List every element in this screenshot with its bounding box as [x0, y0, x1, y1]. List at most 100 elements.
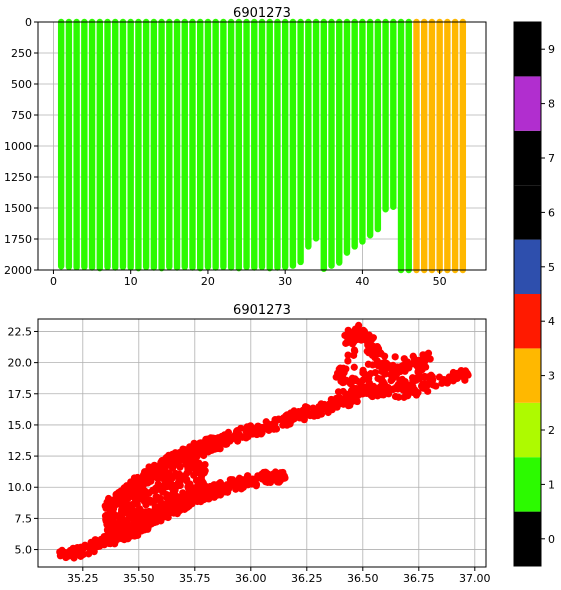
- y-tick-label: 500: [11, 78, 32, 91]
- scatter-point: [124, 529, 132, 537]
- scatter-point: [370, 387, 378, 395]
- scatter-point: [143, 511, 151, 519]
- scatter-point: [269, 473, 277, 481]
- pressure-profile-bars: [57, 18, 467, 274]
- pressure-chart-axes: 0 10 20 30 40 5002505007501000125015001750200…: [4, 16, 447, 288]
- scatter-point: [180, 451, 188, 459]
- scatter-point: [252, 482, 260, 490]
- scatter-point: [336, 368, 344, 377]
- x-tick-label: 50: [433, 275, 447, 288]
- scatter-chart-axes: 35.25 35.50 35.75 36.00 36.25 36.50 36.75 37.00…: [8, 325, 491, 585]
- scatter-point: [353, 397, 361, 406]
- scatter-point: [152, 486, 160, 494]
- scatter-point: [343, 339, 351, 347]
- scatter-point: [292, 412, 300, 420]
- scatter-point: [160, 474, 168, 482]
- scatter-point: [378, 367, 386, 375]
- scatter-point: [152, 493, 160, 501]
- scatter-point: [198, 477, 206, 485]
- scatter-point: [443, 379, 451, 387]
- scatter-point: [424, 349, 433, 357]
- scatter-point: [144, 525, 152, 533]
- scatter-point: [280, 472, 288, 480]
- scatter-point: [200, 451, 208, 460]
- colorbar-tick-label: 4: [548, 315, 555, 328]
- scatter-point: [388, 375, 397, 383]
- scatter-point: [414, 389, 422, 397]
- scatter-point: [369, 334, 377, 342]
- scatter-point: [172, 470, 180, 478]
- scatter-point: [342, 365, 350, 373]
- scatter-point: [56, 552, 64, 560]
- scatter-point: [146, 471, 154, 479]
- scatter-point: [409, 388, 417, 396]
- colorbar-segment: [514, 76, 541, 131]
- scatter-point: [201, 467, 209, 475]
- scatter-point: [332, 373, 340, 381]
- scatter-point: [191, 446, 199, 454]
- scatter-point: [391, 353, 399, 361]
- colorbar-segment: [514, 22, 541, 77]
- scatter-point: [126, 521, 134, 530]
- scatter-point: [215, 480, 223, 488]
- scatter-point: [146, 517, 154, 525]
- scatter-point: [336, 397, 344, 405]
- x-tick-label: 36.00: [235, 572, 267, 585]
- scatter-point: [194, 466, 202, 474]
- scatter-point: [426, 377, 434, 385]
- scatter-point: [135, 479, 143, 488]
- scatter-point: [400, 364, 408, 372]
- x-tick-label: 20: [201, 275, 215, 288]
- scatter-point: [202, 489, 210, 498]
- scatter-point: [348, 378, 356, 387]
- ts-scatter-chart: 6901273 35.25 35.50 35.75 36.00 36.25 36.50 36…: [8, 303, 491, 585]
- y-tick-label: 1000: [4, 140, 32, 153]
- scatter-point: [77, 552, 85, 560]
- scatter-point: [269, 420, 277, 428]
- x-tick-label: 36.50: [347, 572, 379, 585]
- scatter-point: [112, 534, 120, 542]
- scatter-point: [184, 465, 192, 473]
- scatter-point: [264, 478, 272, 486]
- y-tick-label: 1500: [4, 202, 32, 215]
- colorbar-tick-label: 9: [548, 43, 555, 56]
- scatter-point: [348, 393, 356, 402]
- y-tick-label: 12.5: [8, 450, 33, 463]
- scatter-point: [258, 423, 266, 432]
- x-tick-label: 35.25: [67, 572, 99, 585]
- scatter-point: [144, 479, 152, 487]
- scatter-point: [303, 408, 311, 417]
- scatter-point: [237, 424, 245, 432]
- colorbar-tick-label: 7: [548, 152, 555, 165]
- scatter-point: [135, 523, 143, 531]
- scatter-point: [334, 388, 343, 396]
- colorbar-segment: [514, 185, 541, 240]
- colorbar-frame: [513, 21, 542, 567]
- scatter-point: [419, 384, 427, 392]
- scatter-point: [363, 336, 371, 344]
- scatter-point: [159, 488, 167, 496]
- scatter-point: [370, 347, 378, 356]
- scatter-point: [201, 460, 209, 469]
- colorbar-tick-label: 3: [548, 370, 555, 383]
- scatter-point: [213, 438, 221, 446]
- scatter-point: [202, 437, 211, 445]
- scatter-chart-frame: [37, 318, 487, 568]
- scatter-point: [258, 474, 266, 483]
- scatter-point: [137, 513, 145, 521]
- scatter-point: [385, 390, 393, 398]
- scatter-point: [104, 517, 112, 525]
- scatter-point: [224, 435, 232, 443]
- scatter-point: [180, 499, 188, 508]
- scatter-point: [170, 482, 178, 490]
- scatter-point: [134, 494, 142, 502]
- scatter-point: [194, 460, 202, 468]
- x-tick-label: 36.25: [291, 572, 323, 585]
- scatter-point: [435, 373, 444, 381]
- scatter-point: [275, 415, 283, 424]
- colorbar-tick-label: 5: [548, 261, 555, 274]
- scatter-point: [224, 482, 232, 490]
- colorbar-segment: [514, 348, 541, 403]
- scatter-point: [359, 390, 367, 398]
